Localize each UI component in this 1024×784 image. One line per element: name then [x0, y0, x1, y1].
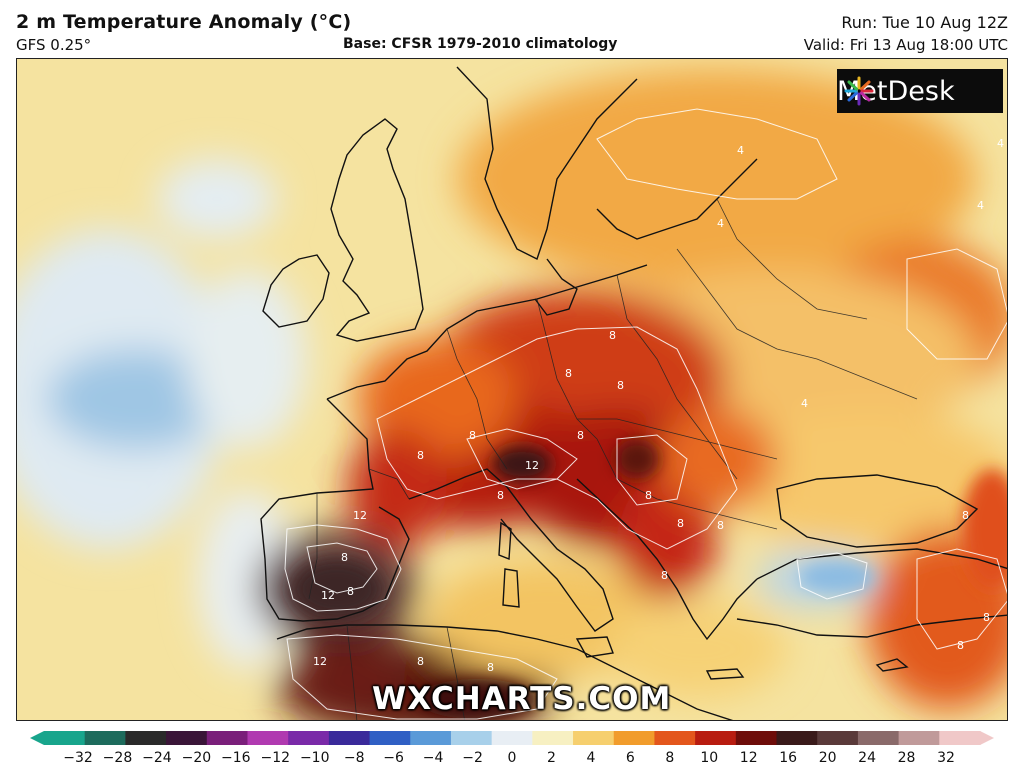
colorbar-right-arrow — [980, 731, 994, 745]
anomaly-contours — [284, 108, 1007, 720]
colorbar-cell — [84, 731, 126, 745]
contour-label: 8 — [347, 585, 354, 598]
colorbar-tick-label: 0 — [507, 750, 517, 766]
contour-label: 8 — [962, 509, 969, 522]
contour-label: 4 — [717, 217, 724, 230]
colorbar-tick-label: −24 — [142, 750, 172, 766]
colorbar-tick-label: −8 — [343, 750, 365, 766]
valid-time: Valid: Fri 13 Aug 18:00 UTC — [803, 36, 1008, 54]
colorbar-tick-label: 24 — [858, 750, 876, 766]
contour-label: 8 — [645, 489, 652, 502]
contour-label: 8 — [565, 367, 572, 380]
anomaly-field — [17, 69, 1007, 720]
colorbar-tick-label: −10 — [299, 750, 330, 766]
colorbar-tick-label: −12 — [260, 750, 291, 766]
colorbar-tick-label: −4 — [422, 750, 444, 766]
contour-label: 4 — [997, 137, 1004, 150]
contour-label: 8 — [617, 379, 624, 392]
colorbar-cell — [328, 731, 371, 745]
colorbar-cell — [288, 731, 330, 745]
contour-label: 4 — [801, 397, 808, 410]
colorbar-cell — [125, 731, 167, 745]
contour-label: 12 — [353, 509, 367, 522]
colorbar-cell — [410, 731, 452, 745]
colorbar-cell — [939, 731, 981, 745]
contour-labels: 8 8 8 8 8 8 8 8 8 8 8 12 12 12 12 8 8 8 … — [313, 137, 1004, 674]
colorbar-cell — [369, 731, 411, 745]
colorbar-tick-label: 32 — [937, 750, 955, 766]
colorbar-cell — [898, 731, 940, 745]
colorbar-tick-label: 28 — [897, 750, 916, 766]
colorbar-cell — [695, 731, 737, 745]
country-borders — [308, 198, 918, 720]
colorbar-tick-label: −2 — [462, 750, 483, 766]
colorbar-tick-label: 8 — [665, 750, 675, 766]
contour-label: 4 — [737, 144, 744, 157]
contour-label: 8 — [957, 639, 964, 652]
colorbar-tick-label: −6 — [383, 750, 404, 766]
colorbar-cell — [613, 731, 656, 745]
contour-label: 8 — [341, 551, 348, 564]
anomaly-detail — [292, 439, 1007, 719]
colorbar-cell — [166, 731, 208, 745]
wxcharts-watermark: WXCHARTS.COM — [372, 681, 672, 717]
contour-label: 8 — [677, 517, 684, 530]
colorbar-cell — [247, 731, 289, 745]
run-time: Run: Tue 10 Aug 12Z — [841, 13, 1008, 32]
colorbar-tick-label: 2 — [546, 750, 556, 766]
contour-label: 8 — [717, 519, 724, 532]
anomaly-map[interactable]: 8 8 8 8 8 8 8 8 8 8 8 12 12 12 12 8 8 8 … — [16, 58, 1008, 721]
colorbar-tick-label: 4 — [586, 750, 596, 766]
colorbar-cell — [735, 731, 778, 745]
colorbar — [30, 731, 994, 745]
metdesk-logo-icon — [844, 76, 874, 106]
colorbar-tick-label: 20 — [818, 750, 837, 766]
map-title: 2 m Temperature Anomaly (°C) — [16, 11, 352, 33]
contour-label: 12 — [313, 655, 327, 668]
contour-label: 4 — [977, 199, 984, 212]
metdesk-logo: MetDesk — [837, 69, 1003, 113]
colorbar-tick-label: 10 — [700, 750, 719, 766]
colorbar-cell — [573, 731, 615, 745]
contour-label: 8 — [487, 661, 494, 674]
model-name: GFS 0.25° — [16, 36, 92, 54]
colorbar-cell — [654, 731, 696, 745]
contour-label: 8 — [417, 449, 424, 462]
climatology-base: Base: CFSR 1979-2010 climatology — [343, 36, 618, 52]
colorbar-tick-label: −32 — [63, 750, 93, 766]
contour-label: 8 — [497, 489, 504, 502]
colorbar-cell — [857, 731, 900, 745]
colorbar-ticks: −32 −28 −24 −20 −16 −12 −10 −8 −6 −4 −2 0 2 4 6 8 10 12 16… — [0, 750, 1024, 774]
colorbar-tick-label: 12 — [739, 750, 758, 766]
contour-label: 8 — [577, 429, 584, 442]
colorbar-cell — [776, 731, 818, 745]
colorbar-cell — [532, 731, 574, 745]
colorbar-tick-label: 16 — [779, 750, 798, 766]
colorbar-tick-label: −20 — [181, 750, 212, 766]
colorbar-cell — [491, 731, 533, 745]
contour-label: 12 — [321, 589, 335, 602]
colorbar-tick-label: −16 — [221, 750, 251, 766]
coastlines — [260, 66, 1007, 720]
colorbar-tick-label: 6 — [625, 750, 635, 766]
map-canvas: 8 8 8 8 8 8 8 8 8 8 8 12 12 12 12 8 8 8 … — [17, 59, 1007, 720]
contour-label: 8 — [661, 569, 668, 582]
colorbar-cell — [817, 731, 859, 745]
contour-label: 8 — [983, 611, 990, 624]
colorbar-cell — [450, 731, 493, 745]
colorbar-cell — [206, 731, 249, 745]
colorbar-left-arrow — [30, 731, 44, 745]
contour-label: 8 — [609, 329, 616, 342]
contour-label: 8 — [417, 655, 424, 668]
colorbar-tick-label: −28 — [102, 750, 133, 766]
contour-label: 12 — [525, 459, 539, 472]
colorbar-cell — [44, 731, 86, 745]
colorbar-cells — [44, 731, 981, 745]
contour-label: 8 — [469, 429, 476, 442]
